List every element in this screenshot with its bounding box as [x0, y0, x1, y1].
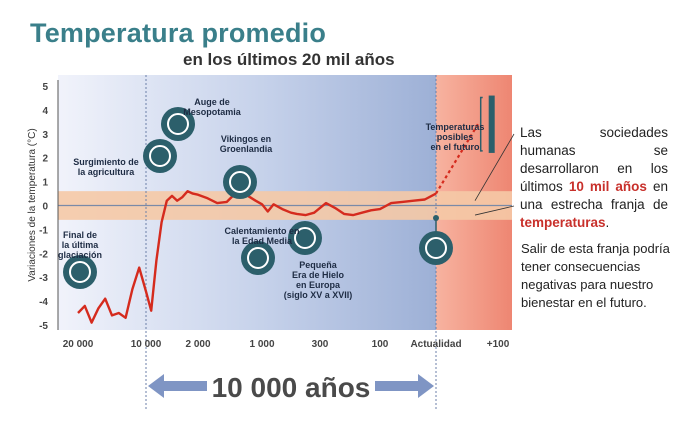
future-range-bracket — [479, 96, 483, 152]
wheat-icon-glyph — [149, 145, 171, 167]
wheat-icon-circle — [143, 139, 177, 173]
annotation-label: Temperaturas posibles en el futuro — [426, 122, 485, 152]
annotation-line: Final de — [63, 230, 97, 240]
annotation-line: glaciación — [58, 250, 102, 260]
annotation-line: Mesopotamia — [183, 107, 242, 117]
annotation-line: Temperaturas — [426, 122, 485, 132]
chart-title: Temperatura promedio — [30, 18, 327, 48]
annotation-line: (siglo XV a XVII) — [284, 290, 353, 300]
note-connector-bottom — [474, 205, 515, 216]
x-tick-label: Actualidad — [410, 339, 461, 350]
projection-line — [435, 121, 481, 195]
mammoth-icon-glyph — [69, 261, 91, 283]
annotation-line: la agricultura — [78, 167, 136, 177]
annotation-line: en Europa — [296, 280, 341, 290]
annotation-label: Pequeña Era de Hielo en Europa (siglo XV a … — [284, 260, 353, 300]
y-tick-label: 5 — [42, 82, 48, 93]
x-tick-label: 10 000 — [131, 339, 162, 350]
viking-helmet-icon — [223, 165, 257, 199]
mammoth-icon-circle — [63, 255, 97, 289]
bowl-icon — [161, 107, 195, 141]
annotation-line: Pequeña — [299, 260, 338, 270]
annotation-label: Calentamiento en la Edad Media — [224, 226, 299, 246]
annotation-label: Vikingos en Groenlandia — [220, 134, 274, 154]
annotation-line: Vikingos en — [221, 134, 271, 144]
annotation-line: Calentamiento en — [224, 226, 299, 236]
annotation-line: Surgimiento de — [73, 157, 139, 167]
span-arrow-right — [418, 374, 434, 398]
x-tick-label: 2 000 — [185, 339, 210, 350]
temperature-series-line — [77, 190, 437, 324]
mountain-icon — [288, 221, 322, 255]
annotation-label: Surgimiento de la agricultura — [73, 157, 139, 177]
annotation-line: Auge de — [194, 97, 230, 107]
annotation-label: Final de la última glaciación — [58, 230, 102, 260]
y-tick-label: 2 — [42, 154, 48, 165]
chart-subtitle: en los últimos 20 mil años — [183, 50, 395, 69]
y-tick-label: -3 — [39, 273, 48, 284]
x-tick-label: 300 — [312, 339, 329, 350]
wheat-icon — [143, 139, 177, 173]
y-tick-label: -4 — [39, 297, 48, 308]
annotation-line: posibles — [437, 132, 474, 142]
x-tick-label: 20 000 — [63, 339, 94, 350]
y-tick-label: -5 — [39, 321, 48, 332]
annotation-line: en el futuro — [431, 142, 481, 152]
bowl-icon-glyph — [167, 113, 189, 135]
annotation-line: Era de Hielo — [292, 270, 345, 280]
secondary-note: Salir de esta franja podría tener consec… — [521, 241, 670, 310]
viking-helmet-icon-glyph — [229, 171, 251, 193]
span-label: 10 000 años — [212, 372, 371, 403]
annotation-line: la Edad Media — [232, 236, 293, 246]
computer-icon-circle — [419, 231, 453, 265]
y-tick-label: 1 — [42, 178, 48, 189]
y-tick-label: 3 — [42, 130, 48, 141]
computer-icon — [419, 231, 453, 265]
span-arrow-left — [148, 374, 164, 398]
mountain-icon-glyph — [294, 227, 316, 249]
x-tick-label: +100 — [487, 339, 510, 350]
annotation-line: la última — [62, 240, 100, 250]
x-tick-label: 100 — [372, 339, 389, 350]
future-range-bar — [488, 95, 495, 153]
horse-icon-circle — [241, 241, 275, 275]
mammoth-icon — [63, 255, 97, 289]
note-connector-top — [474, 133, 515, 201]
y-axis-label: Variaciones de la temperatura (°C) — [27, 128, 38, 281]
computer-icon-glyph — [425, 237, 447, 259]
horse-icon — [241, 241, 275, 275]
mountain-icon-circle — [288, 221, 322, 255]
span-label-bg — [207, 368, 375, 404]
viking-helmet-icon-circle — [223, 165, 257, 199]
note-highlight-years: 10 mil años — [568, 179, 647, 194]
x-tick-label: 1 000 — [249, 339, 274, 350]
annotation-line: Groenlandia — [220, 144, 274, 154]
main-note: Las sociedades humanas se desarrollaron … — [520, 125, 668, 230]
y-tick-label: 4 — [42, 106, 48, 117]
bowl-icon-circle — [161, 107, 195, 141]
annotation-label: Auge de Mesopotamia — [183, 97, 242, 117]
horse-icon-glyph — [247, 247, 269, 269]
y-tick-label: -1 — [39, 225, 48, 236]
y-tick-label: 0 — [42, 202, 48, 213]
note-highlight-temperatures: temperaturas — [520, 215, 606, 230]
y-tick-label: -2 — [39, 249, 48, 260]
